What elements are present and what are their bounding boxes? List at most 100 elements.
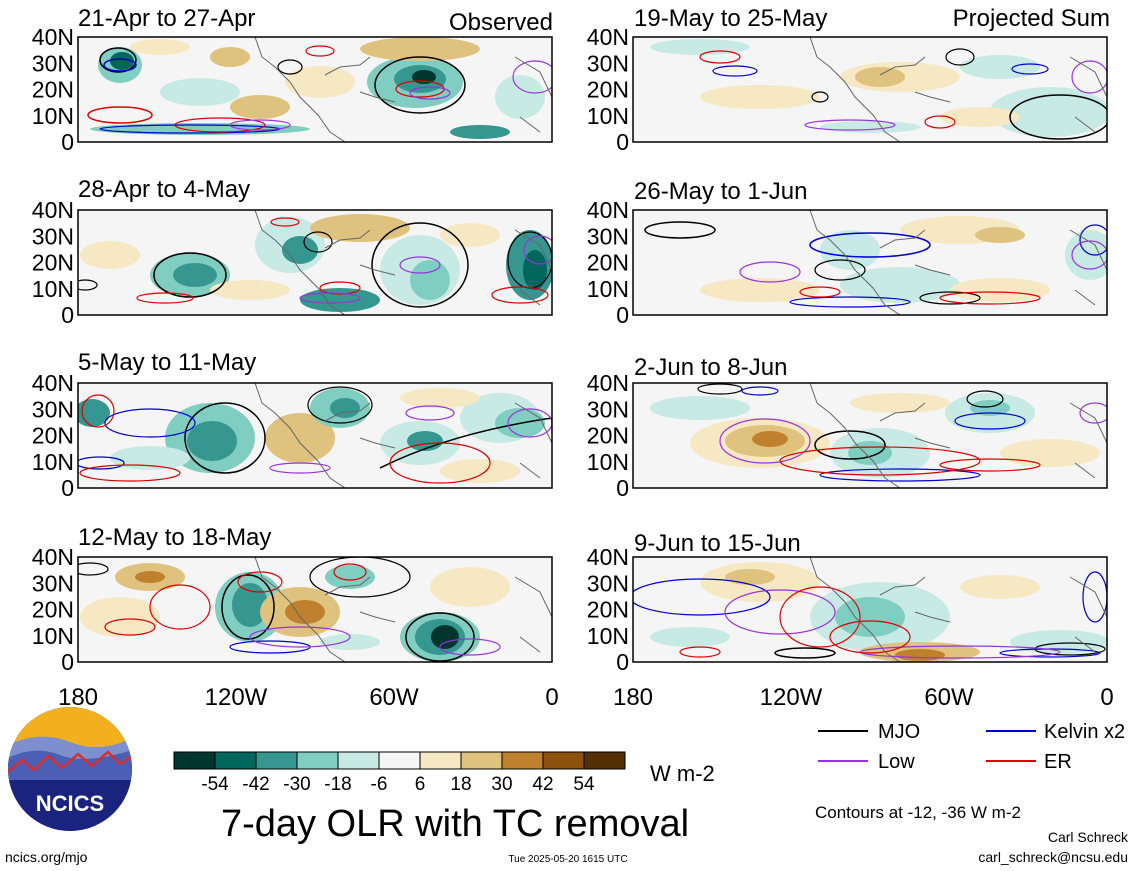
- panel-title: 21-Apr to 27-Apr: [78, 5, 255, 32]
- projected-panel-3: 2-Jun to 8-Jun: [632, 354, 1108, 489]
- legend-label: MJO: [878, 721, 920, 743]
- lat-label: 0: [616, 649, 629, 675]
- lat-label: 20N: [32, 77, 74, 103]
- author-email[interactable]: carl_schreck@ncsu.edu: [978, 849, 1128, 865]
- lat-label: 30N: [32, 396, 74, 422]
- colorbar-tick-label: -18: [324, 774, 351, 795]
- legend-label: Low: [878, 751, 915, 773]
- logo-text: NCICS: [36, 791, 104, 816]
- colorbar-tick-label: 54: [573, 774, 595, 795]
- lon-label: 60W: [924, 684, 974, 711]
- legend: MJO Kelvin x2 Low ER: [818, 721, 1125, 773]
- colorbar-swatch: [542, 751, 585, 770]
- legend-label: ER: [1044, 751, 1072, 773]
- colorbar-swatch: [583, 751, 626, 770]
- colorbar-tick-label: -42: [242, 774, 269, 795]
- olr-field: [633, 210, 1107, 315]
- legend-item-kelvin: Kelvin x2: [986, 721, 1125, 743]
- lat-label: 0: [616, 302, 629, 328]
- legend-item-er: ER: [986, 751, 1072, 773]
- lat-label: 0: [61, 475, 74, 501]
- olr-field: [78, 557, 552, 662]
- projected-panel-1: 19-May to 25-May Projected Sum: [632, 5, 1110, 143]
- colorbar-tick-label: -54: [201, 774, 229, 795]
- author-name: Carl Schreck: [1048, 829, 1129, 845]
- lat-label: 40N: [587, 24, 629, 50]
- colorbar-tick-label: -6: [371, 774, 388, 795]
- colorbar-tick-label: 30: [491, 774, 512, 795]
- lat-label: 30N: [587, 50, 629, 76]
- lon-label: 180: [613, 684, 653, 711]
- site-url[interactable]: ncics.org/mjo: [5, 849, 88, 865]
- panel-title: 19-May to 25-May: [634, 5, 827, 32]
- lat-label: 20N: [587, 597, 629, 623]
- observed-panel-4: 12-May to 18-May: [77, 524, 553, 663]
- lat-label: 20N: [32, 597, 74, 623]
- observed-label: Observed: [449, 9, 553, 36]
- lat-label: 40N: [32, 24, 74, 50]
- observed-panel-3: 5-May to 11-May: [77, 349, 553, 489]
- lat-label: 0: [616, 129, 629, 155]
- lat-label: 10N: [32, 103, 74, 129]
- lat-label: 30N: [32, 570, 74, 596]
- colorbar-swatch: [378, 751, 421, 770]
- projected-panel-4: 9-Jun to 15-Jun: [632, 530, 1108, 663]
- projected-panel-2: 26-May to 1-Jun: [632, 178, 1108, 316]
- lat-label: 10N: [587, 103, 629, 129]
- main-title: 7-day OLR with TC removal: [221, 803, 689, 845]
- contour-note: Contours at -12, -36 W m-2: [815, 803, 1021, 822]
- lon-label: 0: [1100, 684, 1113, 711]
- ncics-logo: NCICS: [8, 707, 132, 831]
- olr-field: [633, 557, 1107, 662]
- latitude-labels: 40N30N20N10N040N30N20N10N040N30N20N10N04…: [32, 24, 629, 675]
- olr-field: [78, 37, 552, 142]
- olr-field: [633, 383, 1107, 488]
- panel-title: 5-May to 11-May: [78, 349, 256, 376]
- lon-label: 180: [58, 684, 98, 711]
- panel-title: 26-May to 1-Jun: [634, 178, 807, 205]
- lat-label: 40N: [587, 197, 629, 223]
- lat-label: 40N: [32, 544, 74, 570]
- lat-label: 30N: [32, 223, 74, 249]
- colorbar-tick-label: -30: [283, 774, 310, 795]
- lat-label: 10N: [32, 276, 74, 302]
- lon-label: 60W: [369, 684, 419, 711]
- lat-label: 10N: [587, 623, 629, 649]
- lat-label: 40N: [587, 370, 629, 396]
- colorbar-swatch: [173, 751, 216, 770]
- lat-label: 10N: [587, 449, 629, 475]
- lat-label: 20N: [587, 250, 629, 276]
- longitude-axis-left: 180 120W 60W 0: [58, 684, 559, 711]
- panel-title: 2-Jun to 8-Jun: [634, 354, 787, 381]
- timestamp: Tue 2025-05-20 1615 UTC: [508, 854, 627, 865]
- lat-label: 40N: [587, 544, 629, 570]
- lat-label: 20N: [32, 250, 74, 276]
- lat-label: 20N: [587, 423, 629, 449]
- olr-field: [78, 210, 552, 315]
- lon-label: 120W: [760, 684, 823, 711]
- colorbar-swatch: [501, 751, 544, 770]
- legend-item-low: Low: [818, 751, 915, 773]
- lat-label: 10N: [32, 623, 74, 649]
- lat-label: 40N: [32, 370, 74, 396]
- colorbar-swatch: [419, 751, 462, 770]
- lat-label: 0: [61, 129, 74, 155]
- lat-label: 0: [616, 475, 629, 501]
- projected-label: Projected Sum: [953, 5, 1110, 32]
- lat-label: 20N: [587, 77, 629, 103]
- lat-label: 0: [61, 302, 74, 328]
- colorbar-swatch: [337, 751, 380, 770]
- lat-label: 0: [61, 649, 74, 675]
- colorbar-tick-label: 18: [450, 774, 471, 795]
- lat-label: 30N: [587, 570, 629, 596]
- lat-label: 30N: [587, 396, 629, 422]
- colorbar-tick-label: 6: [415, 774, 426, 795]
- olr-field: [633, 37, 1107, 142]
- lon-label: 0: [545, 684, 558, 711]
- lat-label: 30N: [587, 223, 629, 249]
- lat-label: 30N: [32, 50, 74, 76]
- colorbar-tick-label: 42: [532, 774, 553, 795]
- legend-label: Kelvin x2: [1044, 721, 1125, 743]
- colorbar-swatch: [296, 751, 339, 770]
- lat-label: 10N: [587, 276, 629, 302]
